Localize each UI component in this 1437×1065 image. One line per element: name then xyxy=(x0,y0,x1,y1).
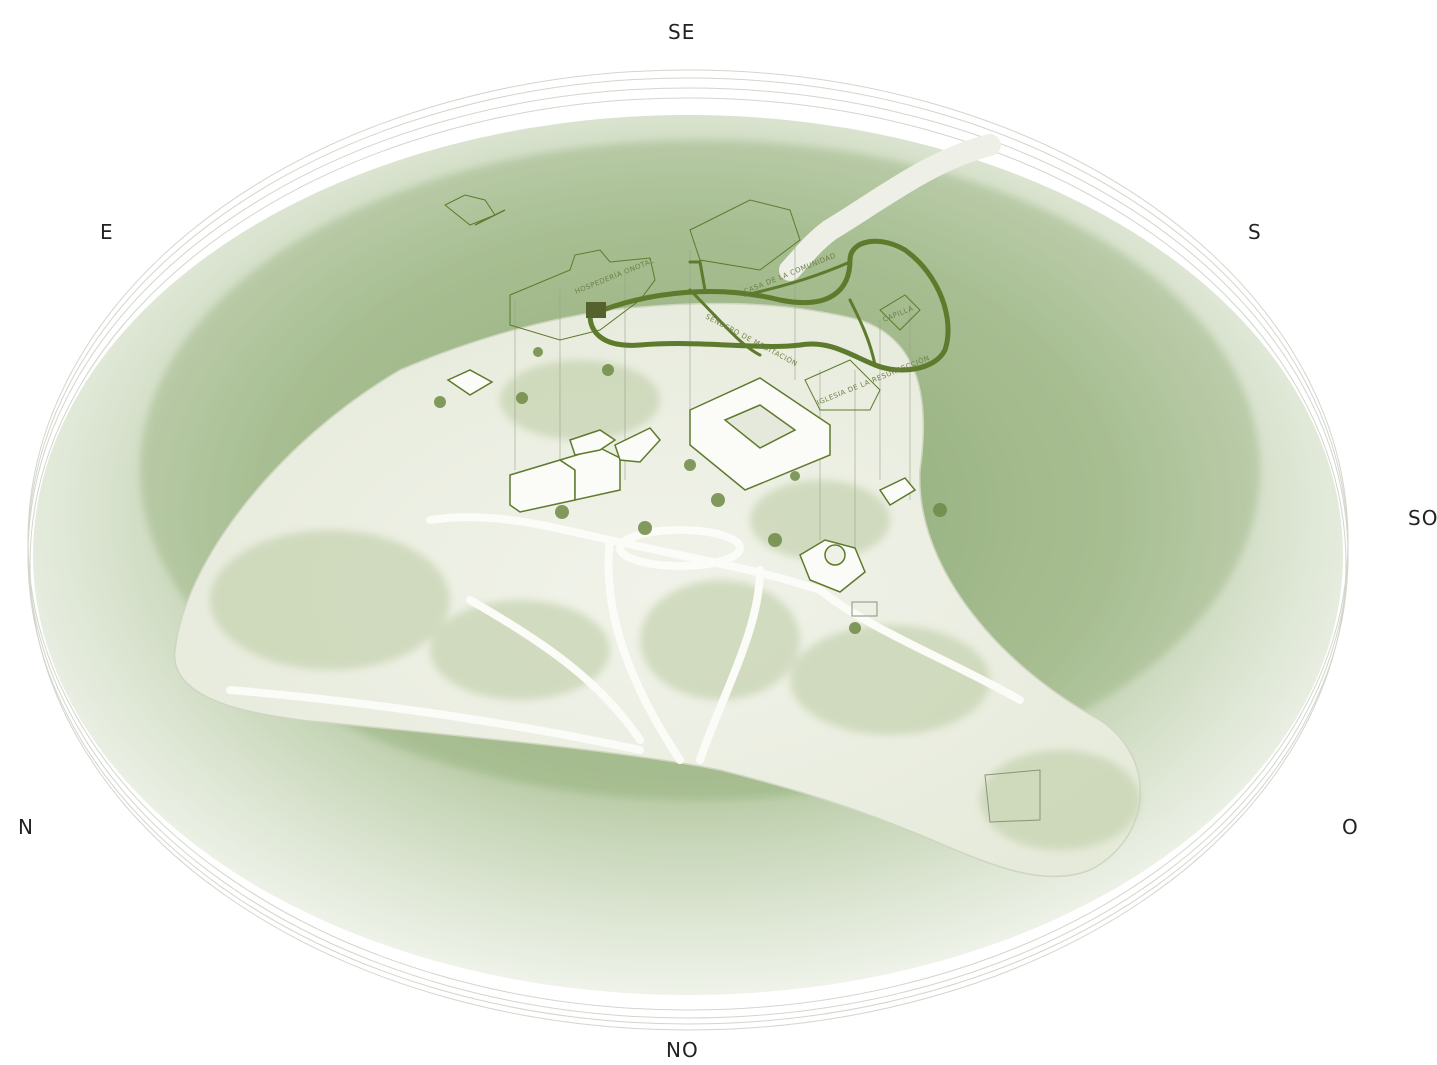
compass-o-label: O xyxy=(1342,815,1359,839)
compass-n-label: N xyxy=(18,815,34,839)
compass-s-label: S xyxy=(1248,220,1262,244)
casa-comunidad-outline xyxy=(689,199,801,271)
hospederia-outline xyxy=(509,249,656,341)
church-building xyxy=(799,539,866,593)
meditation-trail xyxy=(587,238,951,373)
site-paths xyxy=(226,513,1024,764)
trail-stairs xyxy=(586,302,606,318)
compass-no-label: NO xyxy=(666,1038,699,1062)
disk-outline xyxy=(27,69,1349,1031)
trees xyxy=(434,347,947,634)
garden-pavilion xyxy=(446,369,494,396)
church-steps xyxy=(851,601,878,617)
monastery-building xyxy=(689,377,831,491)
hut-fence xyxy=(474,209,506,226)
hospederia-building xyxy=(509,427,661,513)
access-road xyxy=(779,134,1001,281)
iglesia-outline xyxy=(804,359,881,411)
capilla-outline xyxy=(879,294,921,331)
compass-se-label: SE xyxy=(668,20,696,44)
floating-plans xyxy=(444,194,921,411)
paddock xyxy=(984,769,1041,823)
chapel-building xyxy=(878,477,917,507)
garden-hut-outline xyxy=(444,194,496,226)
ground-buildings xyxy=(446,369,917,593)
compass-e-label: E xyxy=(100,220,114,244)
compass-so-label: SO xyxy=(1408,506,1437,530)
